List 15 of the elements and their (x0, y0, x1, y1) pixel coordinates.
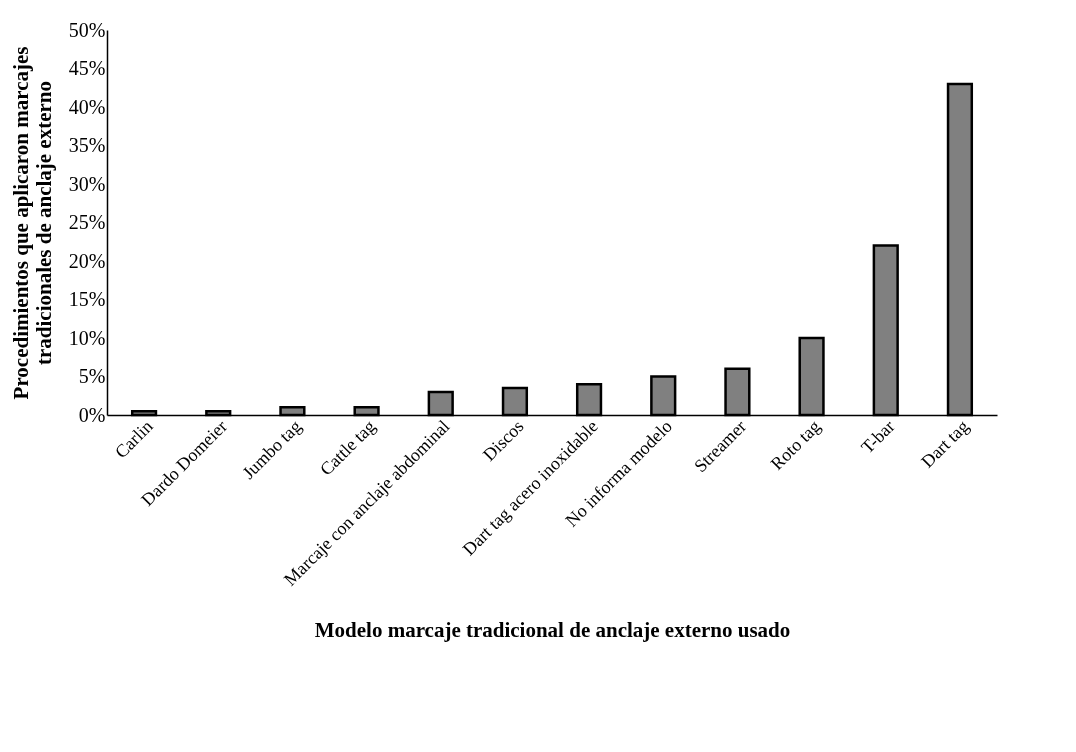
y-tick-label: 40% (68, 95, 106, 118)
y-tick-label: 25% (68, 211, 106, 233)
y-tick-label: 30% (68, 172, 106, 195)
x-tick-label: Roto tag (766, 416, 825, 474)
y-tick-label: 35% (68, 134, 106, 156)
y-tick-label: 20% (68, 249, 106, 272)
y-tick-label: 5% (78, 365, 106, 387)
y-tick-label: 10% (68, 326, 106, 349)
y-tick-label: 15% (68, 288, 106, 310)
y-tick-label: 0% (78, 403, 106, 426)
y-tick-label: 45% (68, 57, 106, 79)
y-axis-title: Procedimientos que aplicaron marcajes tradicionales de anclaje externo (8, 46, 56, 400)
y-tick-label: 50% (68, 18, 106, 41)
x-tick-label: Dart tag (917, 416, 973, 472)
x-axis-title: Modelo marcaje tradicional de anclaje externo usado (314, 617, 791, 642)
